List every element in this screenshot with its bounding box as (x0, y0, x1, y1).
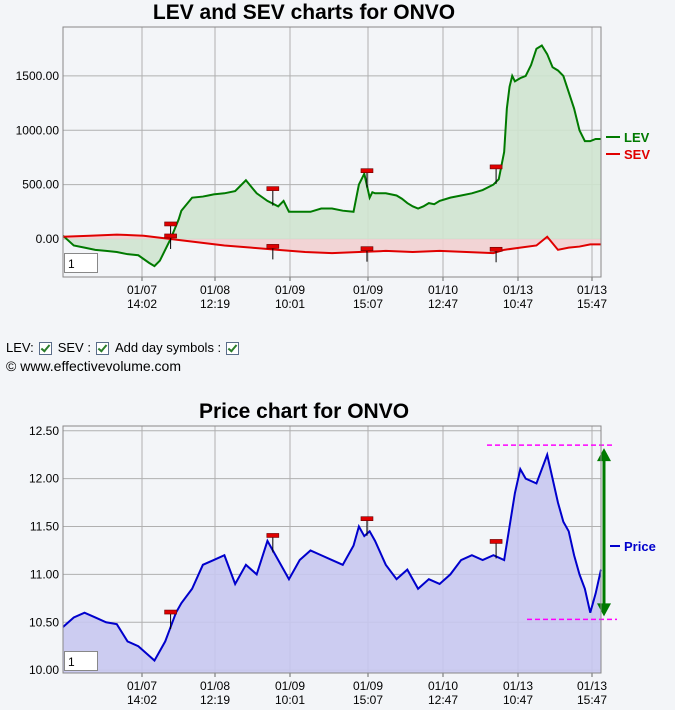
x-tick-date: 01/09 (275, 679, 305, 693)
sev-toggle-label: SEV : (57, 340, 91, 355)
lev-legend-label: LEV (624, 130, 650, 145)
series-area-price (63, 454, 601, 673)
series-line-sev (62, 233, 601, 255)
y-tick-label: 0.00 (36, 232, 60, 246)
sev-legend-label: SEV (624, 147, 650, 162)
y-tick-label: 1000.00 (16, 123, 60, 137)
price-zoom-input[interactable]: 1 (64, 651, 98, 671)
price-x-ticks: 01/0714:0201/0812:1901/0910:0101/0915:07… (127, 679, 607, 707)
series-line-price (62, 451, 602, 663)
day-symbol-flag (266, 244, 280, 249)
x-tick-time: 10:47 (503, 297, 533, 311)
x-tick-date: 01/09 (353, 283, 383, 297)
day-symbol-flag (164, 609, 177, 615)
x-tick-time: 15:07 (353, 297, 383, 311)
sev-checkbox[interactable] (95, 342, 109, 355)
day-symbol-flag (489, 539, 503, 544)
x-tick-date: 01/08 (200, 283, 230, 297)
x-tick-time: 10:47 (503, 693, 533, 707)
day-symbol-flag (360, 246, 374, 251)
price-chart: Price chart for ONVO 12.50 12.00 11.50 11.0… (29, 400, 656, 707)
y-tick-label: 10.50 (29, 615, 59, 629)
x-tick-date: 01/09 (353, 679, 383, 693)
price-areas (62, 451, 602, 673)
plot-border (62, 26, 602, 278)
lev-sev-chart-title: LEV and SEV charts for ONVO (153, 1, 455, 24)
day-symbol-flag (489, 164, 503, 170)
x-tick-date: 01/07 (127, 283, 157, 297)
y-tick-label: 10.00 (29, 663, 59, 677)
x-tick-time: 10:01 (275, 297, 305, 311)
x-tick-date: 01/10 (428, 283, 458, 297)
y-tick-label: 500.00 (22, 178, 59, 192)
x-tick-time: 10:01 (275, 693, 305, 707)
x-tick-time: 15:47 (577, 297, 607, 311)
x-tick-time: 15:07 (353, 693, 383, 707)
series-area-sev (63, 234, 601, 254)
x-tick-date: 01/13 (577, 283, 607, 297)
y-tick-label: 1500.00 (16, 69, 60, 83)
price-chart-title: Price chart for ONVO (199, 400, 409, 423)
lev-sev-y-ticks: 1500.00 1000.00 500.00 0.00 (16, 69, 60, 246)
day-symbol-flag (360, 516, 374, 522)
lev-sev-zoom-input[interactable]: 1 (64, 253, 98, 273)
lev-sev-chart: LEV and SEV charts for ONVO 1500.001000.… (16, 1, 651, 311)
series-area-lev (63, 45, 601, 267)
day-symbol-flag (266, 186, 280, 191)
price-legend-label: Price (624, 539, 656, 554)
y-tick-label: 11.00 (30, 567, 59, 581)
x-tick-time: 12:47 (428, 297, 458, 311)
day-symbol-flag (489, 246, 503, 252)
price-day-symbols (164, 516, 503, 630)
day-symbol-flag (164, 233, 177, 239)
day-symbols-checkbox[interactable] (226, 342, 240, 355)
lev-sev-day-symbols (164, 164, 503, 263)
series-line-lev (62, 44, 601, 268)
y-tick-label: 12.00 (29, 472, 59, 486)
x-tick-date: 01/07 (127, 679, 157, 693)
plot-border (62, 425, 602, 674)
day-symbols-label: Add day symbols : (114, 340, 222, 355)
x-tick-date: 01/13 (577, 679, 607, 693)
lev-checkbox[interactable] (38, 342, 52, 355)
x-tick-date: 01/09 (275, 283, 305, 297)
x-tick-time: 12:47 (428, 693, 458, 707)
y-tick-label: 11.50 (30, 520, 59, 534)
x-tick-time: 12:19 (200, 693, 230, 707)
x-tick-time: 12:19 (200, 297, 230, 311)
y-tick-label: 12.50 (29, 424, 59, 438)
x-tick-time: 15:47 (577, 693, 607, 707)
lev-sev-areas (62, 44, 601, 268)
x-tick-time: 14:02 (127, 297, 157, 311)
lev-sev-x-ticks: 01/0714:0201/0812:1901/0910:0101/0915:07… (127, 283, 607, 311)
day-symbol-flag (164, 221, 177, 227)
x-tick-date: 01/10 (428, 679, 458, 693)
price-y-ticks: 12.50 12.00 11.50 11.00 10.50 10.00 (29, 424, 59, 677)
x-tick-date: 01/13 (503, 283, 533, 297)
x-tick-time: 14:02 (127, 693, 157, 707)
chart-controls: LEV: SEV : Add day symbols : (6, 340, 242, 355)
price-legend: Price (610, 539, 656, 554)
day-symbol-flag (360, 168, 374, 173)
lev-sev-legend: LEV SEV (606, 130, 650, 162)
x-tick-date: 01/13 (503, 679, 533, 693)
lev-toggle-label: LEV: (6, 340, 34, 355)
day-symbol-flag (266, 533, 280, 538)
copyright-notice: © www.effectivevolume.com (6, 358, 182, 374)
x-tick-date: 01/08 (200, 679, 230, 693)
